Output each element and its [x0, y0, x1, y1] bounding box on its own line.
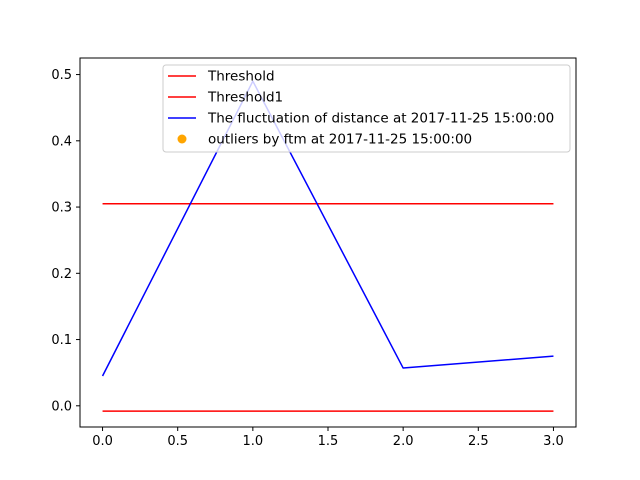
x-tick-label: 1.5	[318, 434, 339, 449]
x-tick-label: 3.0	[543, 434, 564, 449]
y-tick-label: 0.1	[51, 333, 72, 348]
legend-label: Threshold	[207, 69, 275, 85]
y-tick-label: 0.3	[51, 201, 72, 216]
legend-label: Threshold1	[207, 90, 283, 106]
y-tick-label: 0.0	[51, 399, 72, 414]
y-tick-label: 0.5	[51, 68, 72, 83]
x-tick-label: 2.5	[468, 434, 489, 449]
axes: 0.0 0.5 1.0 1.5 2.0 2.5 3.0 0.0 0.1 0.2 0.3 0.4 0.5	[51, 57, 577, 449]
legend-label: outliers by ftm at 2017-11-25 15:00:00	[208, 132, 472, 148]
y-tick-label: 0.4	[51, 134, 72, 149]
legend: Threshold Threshold1 The fluctuation of di…	[162, 64, 571, 153]
x-tick-label: 2.0	[393, 434, 414, 449]
x-tick-label: 0.0	[92, 434, 113, 449]
x-tick-label: 1.0	[243, 434, 264, 449]
legend-label: The fluctuation of distance at 2017-11-2…	[207, 111, 554, 127]
series-line-2	[101, 80, 554, 377]
x-tick-label: 0.5	[167, 434, 188, 449]
legend-box	[162, 64, 571, 153]
y-tick-label: 0.2	[51, 267, 72, 282]
legend-swatch-marker	[177, 134, 187, 144]
plot-area	[101, 80, 554, 412]
